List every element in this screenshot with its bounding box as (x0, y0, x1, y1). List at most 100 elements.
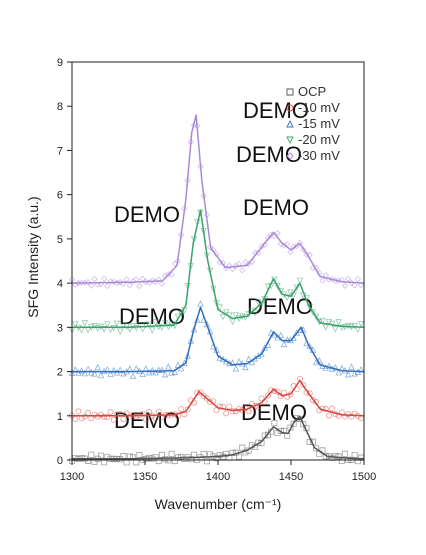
data-point (178, 406, 185, 412)
data-point (100, 275, 108, 282)
x-tick-label: 1500 (352, 471, 376, 483)
data-point (280, 340, 288, 348)
data-point (329, 405, 336, 412)
data-point (344, 370, 352, 378)
data-point (117, 278, 124, 286)
legend-marker (286, 152, 294, 160)
data-point (303, 425, 310, 432)
data-point (88, 369, 95, 376)
data-point (239, 407, 246, 414)
legend-marker (286, 136, 294, 145)
data-point (232, 312, 240, 319)
y-tick-label: 8 (57, 101, 63, 113)
data-point (94, 363, 101, 371)
data-point (84, 278, 92, 286)
data-point (190, 325, 198, 333)
data-point (242, 259, 249, 266)
data-point (88, 451, 95, 458)
data-point (75, 369, 82, 376)
data-point (222, 309, 230, 316)
data-point (255, 439, 262, 446)
data-point (146, 409, 153, 415)
data-point (171, 458, 178, 465)
data-point (197, 389, 204, 396)
data-point (168, 450, 175, 457)
data-point (319, 317, 326, 325)
x-tick-label: 1350 (133, 471, 157, 483)
data-point (341, 282, 349, 289)
series-layer (68, 114, 365, 466)
series-3 (68, 300, 365, 379)
data-point (345, 275, 352, 282)
data-point (116, 366, 124, 373)
data-point (85, 409, 92, 416)
legend-label: -10 mV (298, 100, 340, 115)
y-tick-label: 7 (57, 145, 63, 157)
data-point (71, 321, 79, 328)
data-point (123, 276, 130, 283)
data-point (223, 410, 230, 417)
data-point (216, 403, 223, 410)
data-point (126, 365, 134, 372)
data-point (287, 248, 294, 256)
data-point (354, 326, 362, 334)
data-point (312, 313, 320, 321)
data-point (161, 320, 169, 327)
data-point (309, 309, 317, 316)
data-point (110, 325, 118, 332)
data-point (357, 321, 365, 328)
data-point (158, 280, 166, 287)
data-point (91, 411, 98, 418)
data-point (300, 421, 307, 428)
data-point (129, 372, 137, 379)
data-point (91, 370, 98, 377)
legend: OCP-10 mV-15 mV-20 mV-30 mV (286, 84, 340, 163)
data-point (351, 322, 358, 330)
data-point (75, 408, 82, 415)
data-point (261, 241, 268, 248)
series-4 (68, 209, 365, 336)
y-tick-label: 0 (57, 455, 63, 467)
data-point (197, 300, 204, 307)
data-point (155, 408, 162, 415)
data-point (155, 458, 162, 465)
data-point (72, 416, 79, 422)
data-point (126, 413, 133, 420)
x-tick-label: 1450 (279, 471, 303, 483)
data-point (78, 367, 85, 374)
data-point (104, 414, 111, 420)
legend-marker (286, 119, 294, 128)
data-point (152, 319, 159, 326)
data-point (126, 282, 133, 289)
data-point (251, 309, 259, 317)
watermark-label: DEMO (114, 202, 180, 227)
data-point (277, 288, 285, 295)
data-point (223, 450, 230, 457)
legend-marker (286, 104, 294, 112)
data-point (229, 318, 236, 326)
data-point (123, 459, 130, 466)
data-point (332, 326, 339, 333)
data-point (206, 267, 214, 275)
data-point (335, 368, 342, 376)
data-point (155, 366, 162, 373)
data-point (313, 399, 320, 405)
data-point (97, 452, 104, 459)
data-point (104, 321, 111, 328)
data-point (239, 267, 246, 274)
data-point (232, 364, 240, 372)
data-point (116, 328, 124, 336)
data-point (219, 313, 227, 321)
data-point (94, 281, 101, 288)
data-point (280, 389, 287, 396)
data-point (136, 452, 143, 459)
data-point (100, 325, 108, 333)
data-point (104, 282, 111, 290)
data-point (277, 331, 285, 339)
data-point (226, 403, 233, 410)
data-point (226, 262, 233, 269)
data-point (94, 325, 101, 332)
data-point (91, 275, 98, 283)
